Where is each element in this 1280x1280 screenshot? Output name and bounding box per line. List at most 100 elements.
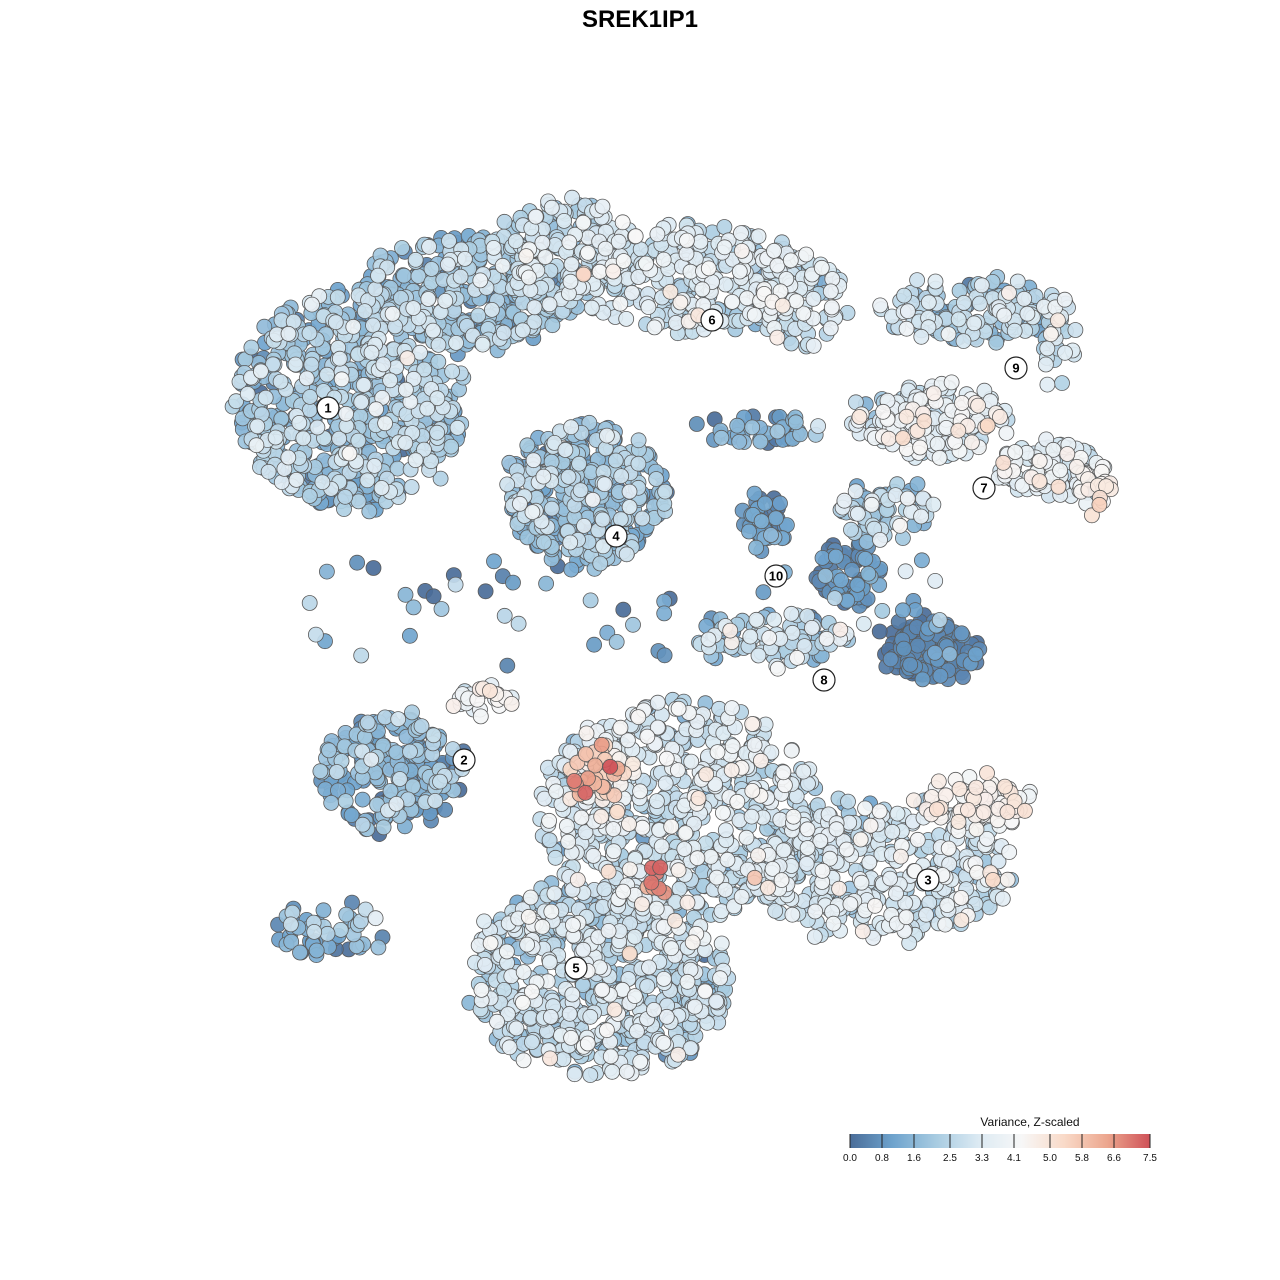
scatter-point xyxy=(560,468,577,485)
scatter-point xyxy=(897,563,914,580)
scatter-point xyxy=(594,198,611,215)
scatter-point xyxy=(337,488,354,505)
scatter-point xyxy=(514,322,531,339)
scatter-point xyxy=(798,856,815,872)
scatter-point xyxy=(953,625,970,642)
scatter-point xyxy=(871,803,888,820)
scatter-point xyxy=(397,381,414,398)
scatter-point xyxy=(941,646,958,663)
scatter-point xyxy=(940,840,957,857)
scatter-point xyxy=(541,832,558,849)
scatter-point xyxy=(640,299,657,316)
scatter-point xyxy=(319,925,336,942)
scatter-point xyxy=(556,212,572,229)
scatter-point xyxy=(882,870,898,887)
scatter-point xyxy=(775,842,792,859)
scatter-point xyxy=(658,750,675,767)
scatter-point xyxy=(499,476,516,493)
scatter-point xyxy=(772,495,788,512)
scatter-point xyxy=(566,1066,583,1083)
scatter-point xyxy=(354,791,371,808)
scatter-point xyxy=(1019,305,1036,322)
scatter-point xyxy=(898,909,915,926)
scatter-point xyxy=(370,939,387,956)
scatter-point xyxy=(649,793,665,809)
scatter-point xyxy=(625,616,641,633)
scatter-point xyxy=(796,638,813,654)
scatter-point xyxy=(1067,322,1084,338)
scatter-point xyxy=(927,273,944,290)
scatter-point xyxy=(713,429,730,446)
scatter-point xyxy=(931,612,948,628)
scatter-point xyxy=(731,433,748,450)
scatter-point xyxy=(321,742,337,759)
scatter-point xyxy=(618,310,635,327)
scatter-point xyxy=(852,831,869,848)
scatter-point xyxy=(648,900,665,917)
scatter-point xyxy=(292,944,308,961)
scatter-point xyxy=(927,573,944,589)
scatter-point xyxy=(534,918,551,935)
scatter-point xyxy=(543,199,560,216)
scatter-point xyxy=(752,433,769,450)
scatter-point xyxy=(612,295,629,312)
scatter-point xyxy=(486,553,502,570)
scatter-point xyxy=(682,1040,699,1057)
scatter-point xyxy=(407,251,424,268)
scatter-point xyxy=(283,933,300,950)
scatter-point xyxy=(388,796,405,812)
scatter-point xyxy=(849,577,866,593)
scatter-point xyxy=(804,620,820,636)
scatter-point xyxy=(425,588,442,605)
scatter-point xyxy=(1007,444,1024,460)
scatter-point xyxy=(708,869,725,886)
scatter-point xyxy=(363,751,380,768)
scatter-point xyxy=(884,823,901,840)
scatter-point xyxy=(519,529,536,546)
scatter-point xyxy=(306,924,323,940)
scatter-point xyxy=(355,377,372,393)
scatter-point xyxy=(525,452,542,469)
scatter-point xyxy=(805,290,822,307)
scatter-point xyxy=(753,513,770,530)
scatter-point xyxy=(895,602,911,619)
scatter-point xyxy=(844,562,860,578)
scatter-point xyxy=(416,361,433,378)
scatter-point xyxy=(319,366,335,383)
scatter-point xyxy=(1009,273,1026,290)
scatter-point xyxy=(592,555,609,572)
scatter-point xyxy=(366,457,383,474)
scatter-point xyxy=(733,889,750,905)
scatter-point xyxy=(614,214,631,231)
scatter-points xyxy=(224,189,1119,1083)
scatter-point xyxy=(697,983,713,1000)
scatter-point xyxy=(784,906,801,923)
scatter-point xyxy=(331,350,348,367)
scatter-point xyxy=(713,935,730,952)
scatter-point xyxy=(632,783,648,800)
scatter-point xyxy=(634,510,651,527)
scatter-point xyxy=(583,299,600,316)
scatter-point xyxy=(861,854,878,871)
scatter-point xyxy=(684,934,701,951)
scatter-point xyxy=(857,551,874,567)
scatter-point xyxy=(626,928,643,945)
scatter-point xyxy=(909,272,925,289)
scatter-point xyxy=(900,303,916,320)
scatter-point xyxy=(307,626,324,643)
scatter-point xyxy=(288,471,305,488)
scatter-point xyxy=(594,511,611,528)
scatter-point xyxy=(397,434,414,451)
scatter-point xyxy=(384,305,401,322)
scatter-point xyxy=(927,644,943,661)
scatter-point xyxy=(470,307,487,324)
scatter-point xyxy=(582,1067,599,1083)
scatter-point xyxy=(602,1048,619,1065)
scatter-point xyxy=(544,317,561,334)
scatter-point xyxy=(655,1034,672,1051)
scatter-point xyxy=(937,916,954,933)
scatter-point xyxy=(472,272,489,289)
scatter-point xyxy=(909,831,926,848)
scatter-point xyxy=(814,550,831,566)
scatter-point xyxy=(719,852,736,868)
